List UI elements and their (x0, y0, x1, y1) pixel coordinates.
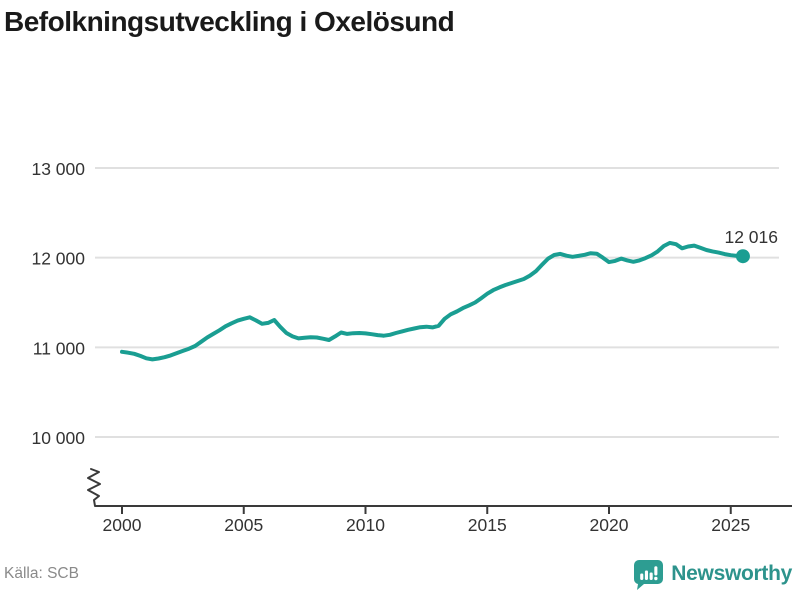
source-note: Källa: SCB (4, 565, 79, 582)
y-axis-tick-label: 12 000 (31, 249, 85, 269)
x-axis-tick-label: 2025 (711, 515, 750, 535)
x-axis-tick-label: 2020 (590, 515, 629, 535)
y-axis-tick-label: 10 000 (31, 428, 85, 448)
newsworthy-bubble-icon (634, 559, 664, 590)
y-axis-tick-label: 13 000 (31, 159, 85, 179)
y-axis-break-icon (87, 468, 101, 507)
chart-footer: Källa: SCB Newsworthy (0, 554, 800, 600)
newsworthy-logo[interactable]: Newsworthy (633, 559, 792, 590)
population-line-chart: 10 000 11 000 12 000 13 000 2000 2005 2010 2015… (31, 159, 792, 535)
x-axis-tick-label: 2010 (346, 515, 385, 535)
x-axis-tick-label: 2015 (468, 515, 507, 535)
population-series-line (120, 240, 745, 362)
newsworthy-wordmark: Newsworthy (671, 562, 792, 585)
page-title: Befolkningsutveckling i Oxelösund (4, 6, 455, 37)
latest-value-label: 12 016 (724, 227, 778, 247)
x-axis-tick-label: 2005 (224, 515, 263, 535)
y-axis-tick-label: 11 000 (33, 338, 85, 358)
latest-value-marker (735, 249, 750, 264)
x-axis-tick-label: 2000 (103, 515, 142, 535)
